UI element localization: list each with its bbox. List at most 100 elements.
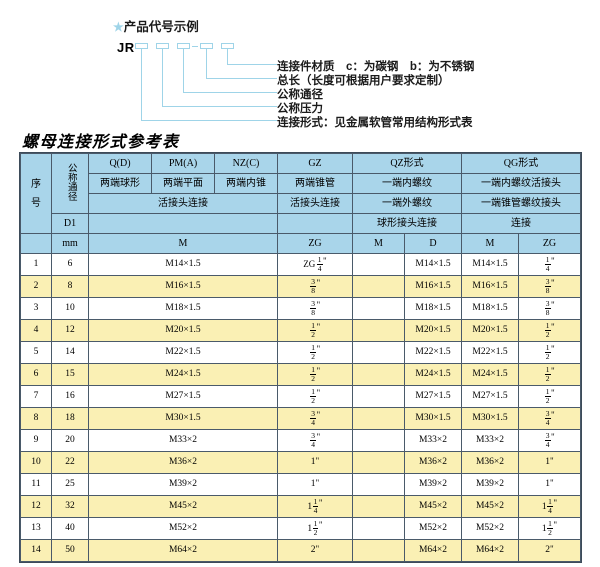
cell-m-qz [352, 319, 405, 342]
cell-m-left: M22×1.5 [88, 341, 278, 364]
leader-line-1-horizontal [141, 120, 277, 121]
cell-m-left: M20×1.5 [88, 319, 278, 342]
cell-dn: 18 [51, 407, 89, 430]
header-seq-char-2: 号 [31, 197, 41, 209]
header-unit-blank [20, 233, 52, 254]
cell-d-qz: M18×1.5 [404, 297, 462, 320]
cell-m-left: M39×2 [88, 473, 278, 496]
header-unit-d-qz: D [404, 233, 462, 254]
table-row: 7 16 M27×1.5 1 2 " M27×1.5 M27×1.5 1 2 " [20, 385, 582, 408]
cell-seq: 1 [20, 253, 52, 276]
header-connect-qg: 一端锥管螺纹接头 [460, 193, 582, 214]
code-label-material: 连接件材质 c：为碳钢 b：为不锈钢 [277, 61, 475, 73]
code-diagram-heading-text: 产品代号示例 [123, 20, 199, 34]
header-connect-left: 活接头连接 [88, 193, 278, 214]
nut-connection-spec-table: 序号 公称通径 Q(D) PM(A) NZ(C) GZ QZ形式 QG形式 两端… [18, 152, 583, 563]
cell-gz: 1 2 " [277, 319, 353, 342]
cell-dn: 15 [51, 363, 89, 386]
cell-m-qz [352, 495, 405, 518]
header-unit-m-qz: M [352, 233, 405, 254]
header-nominal-diameter-text: 公称通径 [65, 163, 76, 201]
table-body: 1 6 M14×1.5 ZG 1 4 " M14×1.5 M14×1.5 1 4 " 2 8 M16×1.5… [20, 253, 582, 562]
header-seq-char-1: 序 [31, 178, 41, 190]
cell-d-qz: M52×2 [404, 517, 462, 540]
cell-m-qz [352, 253, 405, 276]
header-d1-left-blank [88, 213, 278, 234]
cell-seq: 8 [20, 407, 52, 430]
cell-gz: 1 2 " [277, 385, 353, 408]
cell-m-qg: M24×1.5 [461, 363, 519, 386]
cell-zg-qg: 1 2 " [517, 385, 582, 408]
cell-seq: 3 [20, 297, 52, 320]
table-row: 12 32 M45×2 1 1 4 " M45×2 M45×2 1 1 4 " [20, 495, 582, 518]
star-icon: ★ [113, 20, 124, 34]
cell-zg-qg: 3 8 " [517, 297, 582, 320]
cell-zg-qg: 1" [517, 473, 582, 496]
header-end-internal-thread-union: 一端内螺纹活接头 [460, 173, 582, 194]
leader-line-5-vertical [227, 49, 228, 64]
header-d1-qz: 球形接头连接 [352, 213, 462, 234]
cell-zg-qg: 1 2 " [517, 363, 582, 386]
cell-gz: 1 2 " [277, 363, 353, 386]
cell-dn: 12 [51, 319, 89, 342]
table-title: 螺母连接形式参考表 [22, 134, 180, 151]
table-row: 3 10 M18×1.5 3 8 " M18×1.5 M18×1.5 3 8 " [20, 297, 582, 320]
cell-dn: 25 [51, 473, 89, 496]
header-type-qd: Q(D) [88, 153, 152, 174]
cell-m-qg: M64×2 [461, 539, 519, 562]
cell-gz: 3 8 " [277, 297, 353, 320]
table-row: 2 8 M16×1.5 3 8 " M16×1.5 M16×1.5 3 8 " [20, 275, 582, 298]
product-code-diagram: ★产品代号示例 JR 连接件材质 c：为碳钢 b：为不锈钢 总长（长度可根据用户… [0, 0, 600, 129]
code-label-connection-type: 连接形式：见金属软管常用结构形式表 [277, 117, 473, 129]
header-unit-mm: mm [51, 233, 89, 254]
cell-m-qg: M36×2 [461, 451, 519, 474]
table-row: 8 18 M30×1.5 3 4 " M30×1.5 M30×1.5 3 4 " [20, 407, 582, 430]
table-row: 13 40 M52×2 1 1 2 " M52×2 M52×2 1 1 2 " [20, 517, 582, 540]
table-row: 5 14 M22×1.5 1 2 " M22×1.5 M22×1.5 1 2 " [20, 341, 582, 364]
code-separator-dash [192, 46, 198, 47]
cell-dn: 22 [51, 451, 89, 474]
cell-seq: 9 [20, 429, 52, 452]
header-d1-gz-blank [277, 213, 353, 234]
cell-m-left: M64×2 [88, 539, 278, 562]
code-label-total-length: 总长（长度可根据用户要求定制） [277, 75, 450, 87]
cell-m-qz [352, 297, 405, 320]
cell-seq: 13 [20, 517, 52, 540]
cell-m-qg: M22×1.5 [461, 341, 519, 364]
cell-d-qz: M30×1.5 [404, 407, 462, 430]
header-end-conetube: 两端锥管 [277, 173, 353, 194]
cell-m-left: M52×2 [88, 517, 278, 540]
cell-zg-qg: 1 1 2 " [517, 517, 582, 540]
header-type-qg: QG形式 [460, 153, 582, 174]
cell-m-left: M30×1.5 [88, 407, 278, 430]
cell-dn: 8 [51, 275, 89, 298]
header-end-innercone: 两端内锥 [214, 173, 278, 194]
cell-m-qz [352, 451, 405, 474]
code-prefix: JR [117, 40, 135, 55]
cell-m-left: M36×2 [88, 451, 278, 474]
cell-zg-qg: 2" [517, 539, 582, 562]
cell-seq: 5 [20, 341, 52, 364]
cell-zg-qg: 3 8 " [517, 275, 582, 298]
header-end-flat: 两端平面 [151, 173, 215, 194]
cell-dn: 6 [51, 253, 89, 276]
cell-gz: ZG 1 4 " [277, 253, 353, 276]
code-diagram-heading: ★产品代号示例 [113, 16, 199, 35]
header-d1: D1 [51, 213, 89, 234]
cell-seq: 6 [20, 363, 52, 386]
table-row: 1 6 M14×1.5 ZG 1 4 " M14×1.5 M14×1.5 1 4 " [20, 253, 582, 276]
cell-dn: 32 [51, 495, 89, 518]
table-row: 10 22 M36×2 1" M36×2 M36×2 1" [20, 451, 582, 474]
cell-m-qg: M45×2 [461, 495, 519, 518]
cell-m-qz [352, 473, 405, 496]
code-box-3 [177, 43, 190, 49]
header-end-ball: 两端球形 [88, 173, 152, 194]
cell-m-qg: M20×1.5 [461, 319, 519, 342]
cell-zg-qg: 1 2 " [517, 319, 582, 342]
cell-m-left: M24×1.5 [88, 363, 278, 386]
cell-gz: 3 8 " [277, 275, 353, 298]
cell-m-qg: M18×1.5 [461, 297, 519, 320]
cell-m-left: M27×1.5 [88, 385, 278, 408]
table-row: 4 12 M20×1.5 1 2 " M20×1.5 M20×1.5 1 2 " [20, 319, 582, 342]
leader-line-3-vertical [183, 49, 184, 92]
